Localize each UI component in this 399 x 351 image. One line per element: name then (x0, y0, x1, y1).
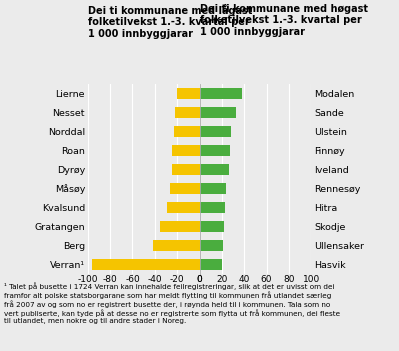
Bar (174, 126, 200, 137)
Bar (200, 145, 230, 156)
Bar (200, 107, 236, 118)
Text: Dei ti kommunane med høgast
folketilvekst 1.-3. kvartal per
1 000 innbyggjarar: Dei ti kommunane med høgast folketilveks… (200, 4, 367, 37)
Bar (200, 221, 224, 232)
Bar (160, 221, 200, 232)
Bar (200, 126, 231, 137)
Bar (172, 164, 200, 175)
Bar (200, 202, 225, 213)
Bar (200, 164, 229, 175)
Bar (177, 88, 200, 99)
Bar (170, 183, 200, 194)
Bar (167, 202, 200, 213)
Bar (200, 183, 226, 194)
Bar (200, 240, 223, 251)
Bar (200, 259, 222, 270)
Bar (172, 145, 200, 156)
Text: Dei ti kommunane med lågast
folketilvekst 1.-3. kvartal per
1 000 innbyggjarar: Dei ti kommunane med lågast folketilveks… (88, 4, 252, 39)
Text: ¹ Talet på busette i 1724 Verran kan innehalde feilregistreringar, slik at det e: ¹ Talet på busette i 1724 Verran kan inn… (4, 283, 340, 324)
Bar (152, 240, 200, 251)
Bar (175, 107, 200, 118)
Bar (200, 88, 242, 99)
Bar (92, 259, 200, 270)
